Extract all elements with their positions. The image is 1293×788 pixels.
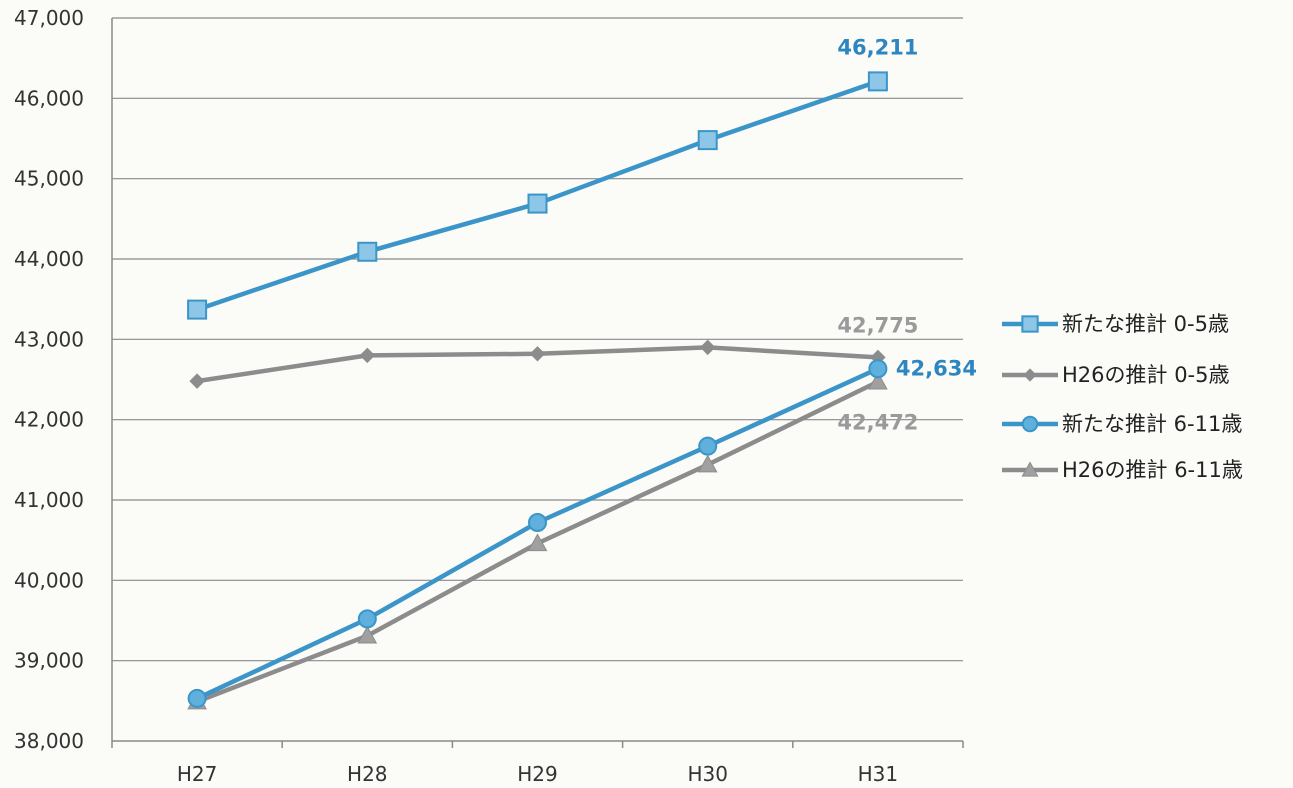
legend-label: 新たな推計 6-11歳 <box>1062 412 1242 436</box>
x-tick-label: H30 <box>687 762 728 786</box>
x-tick-label: H28 <box>347 762 388 786</box>
data-point-circle <box>528 512 547 532</box>
data-point-circle <box>357 609 377 629</box>
y-tick-label: 41,000 <box>14 488 84 512</box>
data-point-circle <box>868 359 888 379</box>
data-point-circle <box>698 436 718 456</box>
y-tick-label: 39,000 <box>14 649 84 673</box>
data-label: 42,634 <box>896 357 977 381</box>
data-point-triangle <box>1021 461 1039 477</box>
y-tick-label: 47,000 <box>14 6 84 30</box>
data-point-diamond <box>1023 368 1037 382</box>
gridlines <box>112 17 963 662</box>
y-tick-label: 38,000 <box>14 729 84 753</box>
y-tick-label: 42,000 <box>14 408 84 432</box>
data-point-square <box>697 130 718 151</box>
y-tick-label: 45,000 <box>14 167 84 191</box>
data-point-triangle <box>868 371 888 390</box>
x-tick-label: H31 <box>858 762 899 786</box>
x-axis-ticks: H27 H28 H29 H30 H31 <box>177 762 898 786</box>
data-point-triangle <box>527 533 548 552</box>
data-point-square <box>1021 315 1039 333</box>
data-point-diamond <box>189 373 205 389</box>
y-axis-ticks: 38,000 39,000 40,000 41,000 42,000 43,000 44,0… <box>14 6 84 753</box>
data-point-square <box>187 299 208 320</box>
data-label: 42,775 <box>837 313 918 337</box>
data-point-circle <box>1021 415 1039 433</box>
data-point-triangle <box>697 454 718 473</box>
x-tick-label: H27 <box>177 762 218 786</box>
x-tick-label: H29 <box>517 762 558 786</box>
y-tick-label: 43,000 <box>14 327 84 351</box>
data-point-square <box>527 193 548 214</box>
data-point-diamond <box>529 346 546 362</box>
data-point-square <box>357 241 378 262</box>
series-group <box>187 71 888 710</box>
data-point-diamond <box>359 347 376 364</box>
data-labels: 46,211 42,775 42,634 42,472 <box>837 35 977 434</box>
y-tick-label: 44,000 <box>14 247 84 271</box>
data-point-triangle <box>357 625 378 644</box>
legend-label: 新たな推計 0-5歳 <box>1062 312 1229 336</box>
legend-label: H26の推計 0-5歳 <box>1062 363 1230 387</box>
data-point-square <box>867 71 888 92</box>
legend-label: H26の推計 6-11歳 <box>1062 458 1243 482</box>
y-tick-label: 46,000 <box>14 86 84 110</box>
y-tick-label: 40,000 <box>14 568 84 592</box>
data-label: 46,211 <box>837 35 918 59</box>
axes <box>111 18 964 748</box>
data-point-diamond <box>699 339 716 356</box>
data-point-circle <box>187 688 207 708</box>
data-label: 42,472 <box>837 411 918 435</box>
